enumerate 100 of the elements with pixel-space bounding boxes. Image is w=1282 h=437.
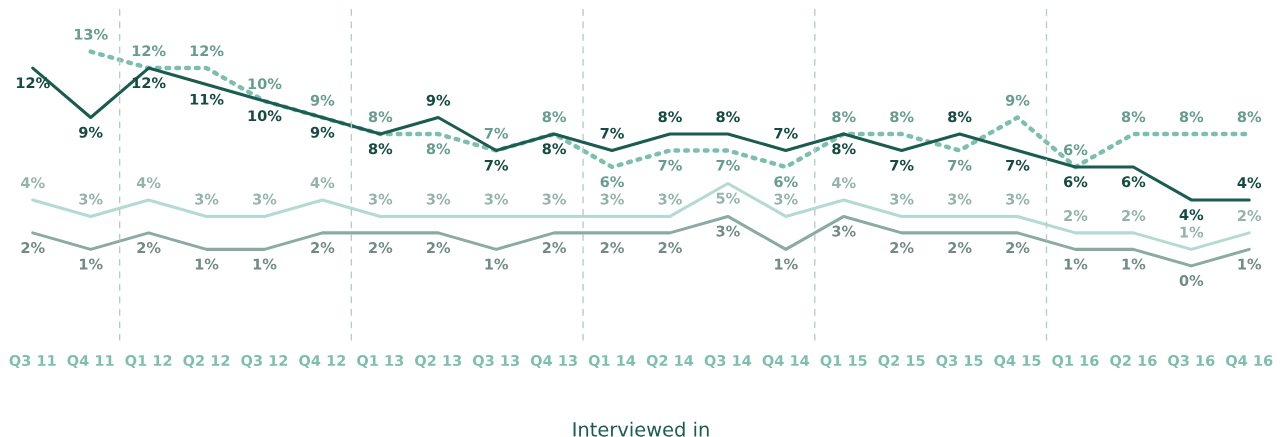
- data-label: 8%: [542, 111, 567, 123]
- data-label: 9%: [310, 94, 335, 106]
- data-label: 2%: [1064, 210, 1088, 222]
- data-label: 4%: [310, 177, 335, 189]
- x-tick-label: Q2 16: [1110, 355, 1157, 368]
- data-label: 3%: [658, 193, 682, 205]
- x-tick-label: Q4 13: [530, 355, 577, 368]
- data-label: 9%: [310, 126, 335, 138]
- data-label: 2%: [311, 242, 335, 254]
- data-label: 7%: [890, 159, 914, 171]
- data-label: 8%: [542, 143, 567, 155]
- data-label: 6%: [1121, 176, 1146, 188]
- data-label: 9%: [79, 126, 103, 138]
- data-label: 8%: [368, 143, 393, 155]
- data-label: 2%: [948, 242, 972, 254]
- data-label: 10%: [248, 110, 282, 122]
- data-label: 6%: [600, 176, 624, 188]
- data-label: 2%: [1238, 210, 1262, 222]
- data-label: 12%: [190, 45, 224, 57]
- x-tick-label: Q4 15: [994, 355, 1041, 368]
- data-label: 3%: [484, 193, 509, 205]
- data-label: 8%: [1179, 111, 1204, 123]
- data-label: 0%: [1179, 275, 1204, 287]
- data-label: 1%: [79, 258, 103, 270]
- x-tick-label: Q2 14: [646, 355, 694, 368]
- data-label: 7%: [716, 159, 740, 171]
- data-label: 3%: [426, 193, 451, 205]
- data-label: 1%: [253, 258, 277, 270]
- x-tick-label: Q4 12: [299, 355, 346, 368]
- x-tick-label: Q1 12: [125, 355, 172, 368]
- data-label: 1%: [1064, 258, 1088, 270]
- data-label: 12%: [16, 77, 50, 89]
- data-label: 3%: [774, 193, 798, 205]
- x-tick-label: Q2 15: [878, 355, 925, 368]
- data-label: 7%: [484, 159, 509, 171]
- data-label: 8%: [368, 111, 393, 123]
- data-label: 8%: [716, 111, 740, 123]
- data-label: 2%: [1006, 242, 1030, 254]
- data-label: 8%: [1237, 111, 1262, 123]
- data-label: 1%: [775, 258, 798, 270]
- data-label: 4%: [1237, 177, 1262, 189]
- data-label: 12%: [132, 77, 166, 89]
- data-label: 2%: [600, 242, 624, 254]
- x-tick-label: Q3 16: [1168, 355, 1215, 368]
- data-label: 8%: [1121, 111, 1146, 123]
- data-label: 7%: [484, 127, 509, 139]
- x-tick-label: Q1 13: [357, 355, 404, 368]
- data-label: 1%: [485, 258, 509, 270]
- data-label: 3%: [600, 193, 624, 205]
- data-label: 2%: [542, 242, 567, 254]
- x-tick-label: Q1 15: [820, 355, 867, 368]
- data-label: 9%: [426, 94, 451, 106]
- data-label: 7%: [1006, 159, 1030, 171]
- data-label: 1%: [195, 258, 219, 270]
- data-label: 3%: [832, 225, 856, 237]
- data-label: 3%: [542, 193, 567, 205]
- data-label: 6%: [1063, 144, 1088, 156]
- data-label: 6%: [774, 176, 798, 188]
- x-tick-label: Q3 11: [9, 355, 56, 368]
- x-tick-label: Q3 14: [704, 355, 752, 368]
- data-label: 8%: [426, 143, 451, 155]
- x-tick-label: Q1 16: [1052, 355, 1099, 368]
- data-label: 11%: [190, 93, 224, 105]
- data-label: 2%: [137, 242, 161, 254]
- data-label: 2%: [369, 242, 393, 254]
- data-label: 3%: [79, 193, 103, 205]
- data-label: 2%: [890, 242, 914, 254]
- data-label: 8%: [658, 111, 682, 123]
- data-label: 3%: [948, 193, 972, 205]
- data-label: 6%: [1063, 176, 1088, 188]
- x-tick-label: Q4 11: [67, 355, 114, 368]
- data-label: 4%: [21, 177, 45, 189]
- data-label: 3%: [253, 193, 277, 205]
- data-label: 7%: [600, 127, 624, 139]
- x-tick-label: Q2 12: [183, 355, 230, 368]
- x-tick-label: Q3 15: [936, 355, 983, 368]
- x-tick-label: Q2 13: [415, 355, 462, 368]
- data-label: 4%: [1179, 209, 1204, 221]
- data-label: 4%: [832, 177, 856, 189]
- data-label: 9%: [1005, 94, 1030, 106]
- data-label: 8%: [948, 111, 972, 123]
- data-label: 7%: [774, 127, 798, 139]
- x-tick-label: Q3 12: [241, 355, 288, 368]
- data-label: 3%: [890, 193, 914, 205]
- data-label: 5%: [716, 192, 740, 204]
- data-label: 7%: [948, 159, 972, 171]
- data-label: 8%: [832, 143, 856, 155]
- x-tick-label: Q4 14: [762, 355, 810, 368]
- x-tick-label: Q4 16: [1226, 355, 1273, 368]
- data-label: 7%: [658, 159, 682, 171]
- x-tick-label: Q3 13: [472, 355, 519, 368]
- data-label: 8%: [890, 111, 914, 123]
- data-label: 2%: [427, 242, 451, 254]
- data-label: 1%: [1238, 258, 1262, 270]
- data-label: 3%: [195, 193, 219, 205]
- data-label: 2%: [21, 242, 45, 254]
- x-axis-title: Interviewed in: [573, 421, 709, 437]
- data-label: 2%: [658, 242, 682, 254]
- data-label: 12%: [132, 45, 166, 57]
- data-label: 13%: [74, 28, 108, 40]
